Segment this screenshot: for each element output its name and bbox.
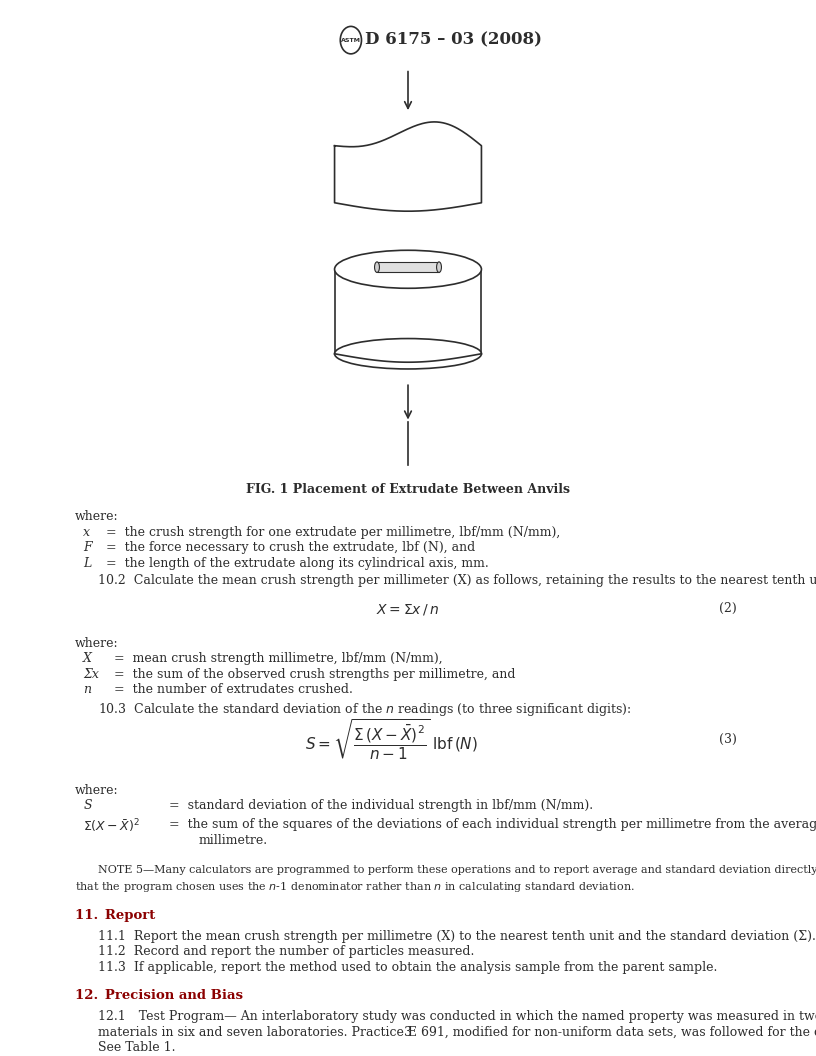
Text: 12.1    Test Program— An interlaboratory study was conducted in which the named : 12.1 Test Program— An interlaboratory st… (98, 1011, 816, 1023)
Text: =  the length of the extrudate along its cylindrical axis, mm.: = the length of the extrudate along its … (106, 557, 489, 570)
Text: =  the number of extrudates crushed.: = the number of extrudates crushed. (114, 683, 353, 697)
Ellipse shape (335, 339, 481, 369)
Ellipse shape (437, 262, 441, 272)
Text: 11. Report: 11. Report (75, 908, 155, 922)
Text: where:: where: (75, 637, 118, 649)
Text: F: F (83, 542, 91, 554)
Text: D 6175 – 03 (2008): D 6175 – 03 (2008) (365, 32, 542, 49)
Text: ASTM: ASTM (341, 38, 361, 42)
Text: Σx: Σx (83, 667, 99, 681)
Text: $S = \sqrt{\dfrac{\Sigma\,(X-\bar{X})^2}{n-1}}\;\mathrm{lbf}\,(N)$: $S = \sqrt{\dfrac{\Sigma\,(X-\bar{X})^2}… (305, 717, 478, 762)
Text: S: S (83, 799, 91, 812)
Text: 10.3  Calculate the standard deviation of the $n$ readings (to three significant: 10.3 Calculate the standard deviation of… (98, 701, 632, 718)
Text: =  the crush strength for one extrudate per millimetre, lbf/mm (N/mm),: = the crush strength for one extrudate p… (106, 526, 561, 539)
Ellipse shape (375, 262, 379, 272)
Text: =  the sum of the squares of the deviations of each individual strength per mill: = the sum of the squares of the deviatio… (169, 818, 816, 831)
Text: (3): (3) (719, 733, 737, 747)
Text: (2): (2) (719, 602, 737, 616)
Text: where:: where: (75, 510, 118, 523)
Bar (335, 269, 481, 354)
Bar (377, 262, 439, 272)
Text: 11.2  Record and report the number of particles measured.: 11.2 Record and report the number of par… (98, 945, 474, 958)
Ellipse shape (335, 250, 481, 288)
Text: =  mean crush strength millimetre, lbf/mm (N/mm),: = mean crush strength millimetre, lbf/mm… (114, 653, 443, 665)
Text: See Table 1.: See Table 1. (98, 1041, 175, 1054)
Text: materials in six and seven laboratories. Practice E 691, modified for non-unifor: materials in six and seven laboratories.… (98, 1025, 816, 1039)
Text: n: n (83, 683, 91, 697)
Text: =  standard deviation of the individual strength in lbf/mm (N/mm).: = standard deviation of the individual s… (169, 799, 593, 812)
Text: NOTE 5—Many calculators are programmed to perform these operations and to report: NOTE 5—Many calculators are programmed t… (98, 865, 816, 874)
Text: X: X (83, 653, 92, 665)
Polygon shape (335, 121, 481, 211)
Text: where:: where: (75, 784, 118, 796)
Text: $X = \Sigma x\,/\,n$: $X = \Sigma x\,/\,n$ (376, 602, 440, 617)
Text: 3: 3 (404, 1026, 412, 1039)
Text: FIG. 1 Placement of Extrudate Between Anvils: FIG. 1 Placement of Extrudate Between An… (246, 483, 570, 495)
Text: =  the force necessary to crush the extrudate, lbf (N), and: = the force necessary to crush the extru… (106, 542, 475, 554)
Text: millimetre.: millimetre. (199, 833, 268, 847)
Text: 10.2  Calculate the mean crush strength per millimeter (Χ) as follows, retaining: 10.2 Calculate the mean crush strength p… (98, 574, 816, 587)
Text: 11.1  Report the mean crush strength per millimetre (Χ) to the nearest tenth uni: 11.1 Report the mean crush strength per … (98, 929, 816, 943)
Text: x: x (83, 526, 90, 539)
Text: 11.3  If applicable, report the method used to obtain the analysis sample from t: 11.3 If applicable, report the method us… (98, 961, 717, 974)
Text: =  the sum of the observed crush strengths per millimetre, and: = the sum of the observed crush strength… (114, 667, 516, 681)
Text: that the program chosen uses the $n$-1 denominator rather than $n$ in calculatin: that the program chosen uses the $n$-1 d… (75, 880, 635, 893)
Text: L: L (83, 557, 91, 570)
Text: $\Sigma(X-\bar{X})^2$: $\Sigma(X-\bar{X})^2$ (83, 818, 140, 835)
Text: 12. Precision and Bias: 12. Precision and Bias (75, 989, 243, 1002)
